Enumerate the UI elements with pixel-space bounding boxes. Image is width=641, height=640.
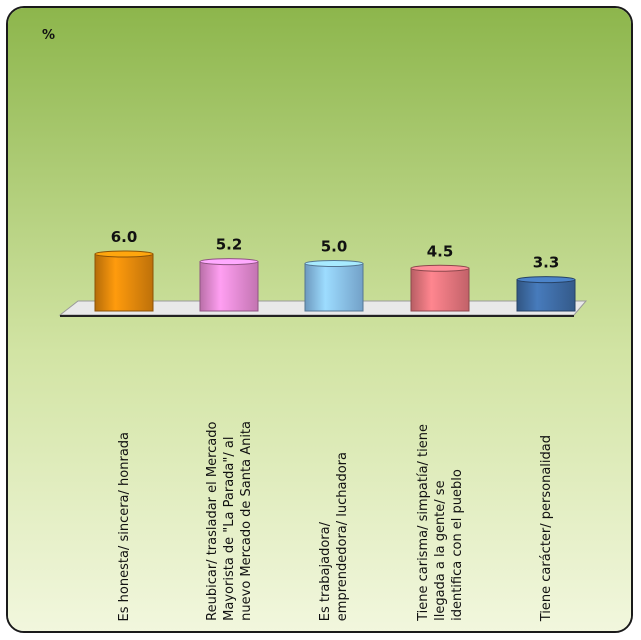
chart-background [8,8,631,631]
bar-top [199,258,259,266]
category-label-text: Reubicar/ trasladar el Mercado Mayorista… [204,421,254,621]
bar [199,261,259,312]
unit-label: % [42,28,56,43]
category-label: Tiene carisma/ simpatía/ tiene llegada a… [390,333,490,621]
bar [516,279,576,312]
category-label: Tiene carácter/ personalidad [496,333,596,621]
bar [94,253,154,312]
data-label: 6.0 [111,228,138,246]
bar-top [516,276,576,284]
bar-top [410,264,470,272]
category-label-text: Tiene carisma/ simpatía/ tiene llegada a… [415,424,465,621]
category-label: Es honesta/ sincera/ honrada [74,333,174,621]
category-label: Es trabajadora/ emprendedora/ luchadora [284,333,384,621]
bar-top [304,260,364,267]
data-label: 4.5 [427,242,454,260]
bar-chart: 6.0 5.2 5.0 4.5 3.3 [58,228,588,317]
data-label: 3.3 [533,254,560,272]
bar-top [94,250,154,258]
category-label-text: Tiene carácter/ personalidad [538,434,554,621]
category-label-text: Es honesta/ sincera/ honrada [116,431,132,621]
data-label: 5.2 [216,236,243,254]
data-label: 5.0 [321,238,348,256]
bar [410,267,470,312]
bar [304,263,364,312]
category-label-text: Es trabajadora/ emprendedora/ luchadora [318,451,350,621]
chart-frame: % 6.0 5.2 5.0 4.5 3.3 Es honesta/ sincera/ h… [6,6,633,633]
category-label: Reubicar/ trasladar el Mercado Mayorista… [179,333,279,621]
